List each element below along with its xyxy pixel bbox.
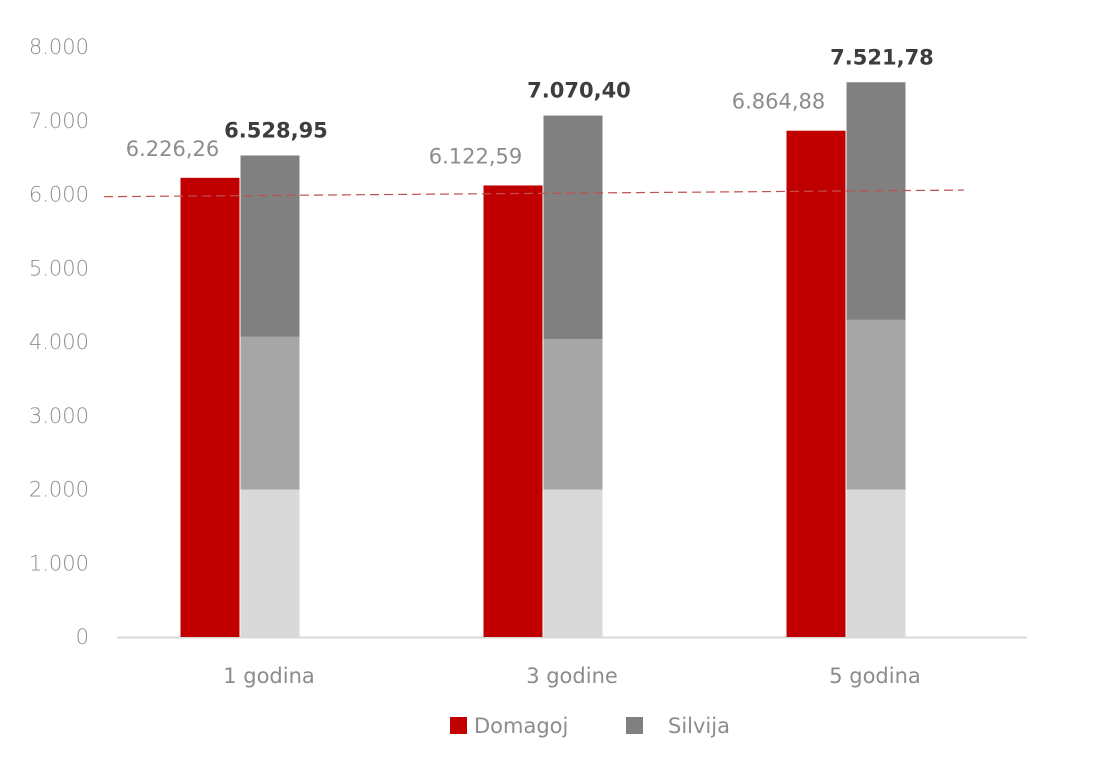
bar-domagoj (786, 130, 846, 638)
data-label-domagoj: 6.122,59 (429, 144, 523, 168)
data-label-domagoj: 6.864,88 (732, 90, 826, 114)
y-tick-label: 2.000 (29, 478, 89, 502)
bar-silvija-segment-1 (543, 489, 603, 637)
x-tick-label: 3 godine (526, 664, 618, 688)
y-tick-label: 0 (76, 625, 89, 649)
bar-silvija-segment-1 (846, 489, 906, 637)
y-tick-label: 1.000 (29, 551, 89, 575)
data-label-silvija: 7.070,40 (527, 79, 631, 103)
bar-silvija-segment-2 (240, 336, 300, 490)
bar-silvija-segment-3 (240, 155, 300, 337)
bar-silvija-segment-3 (846, 82, 906, 320)
reference-line (103, 189, 965, 198)
y-tick-label: 3.000 (29, 404, 89, 428)
y-tick-label: 6.000 (29, 183, 89, 207)
data-label-silvija: 7.521,78 (830, 45, 934, 69)
legend-label-silvija: Silvija (668, 714, 730, 738)
data-label-silvija: 6.528,95 (224, 118, 328, 142)
legend-label-domagoj: Domagoj (474, 714, 568, 738)
x-tick-label: 1 godina (223, 664, 315, 688)
data-label-domagoj: 6.226,26 (126, 137, 220, 161)
legend-swatch-domagoj (450, 717, 467, 734)
bar-domagoj (180, 177, 240, 637)
y-tick-label: 4.000 (29, 330, 89, 354)
x-tick-label: 5 godina (829, 664, 921, 688)
legend-swatch-silvija (626, 717, 643, 734)
bar-silvija-segment-2 (543, 339, 603, 490)
y-tick-label: 8.000 (29, 35, 89, 59)
bar-domagoj (483, 185, 543, 637)
y-tick-label: 7.000 (29, 109, 89, 133)
bar-silvija-segment-3 (543, 115, 603, 340)
bar-silvija-segment-1 (240, 489, 300, 637)
bar-silvija-segment-2 (846, 319, 906, 490)
y-tick-label: 5.000 (29, 256, 89, 280)
